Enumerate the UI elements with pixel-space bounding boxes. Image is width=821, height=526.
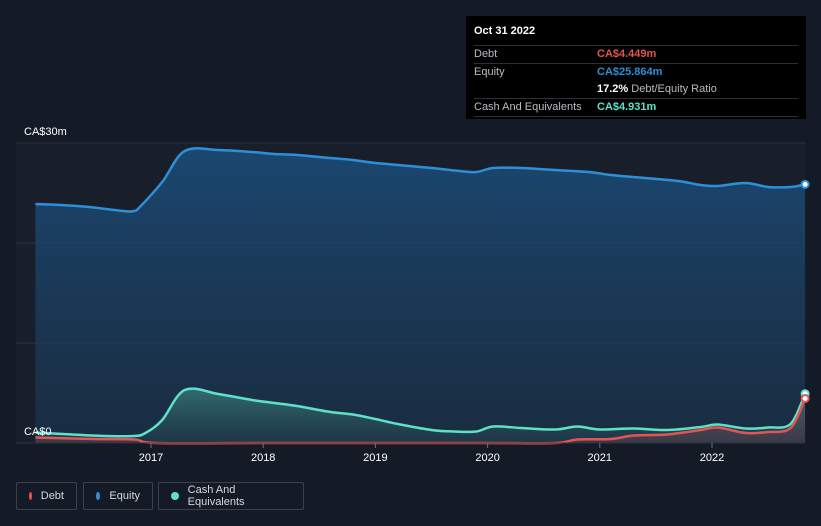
- x-tick-label: 2022: [700, 452, 724, 464]
- legend-equity-label: Equity: [109, 490, 140, 502]
- x-tick-label: 2021: [588, 452, 612, 464]
- tooltip-ratio-label: Debt/Equity Ratio: [631, 83, 717, 95]
- tooltip-ratio: 17.2% Debt/Equity Ratio: [597, 81, 717, 98]
- legend-item-equity[interactable]: Equity: [83, 482, 153, 510]
- cash-dot-icon: [171, 492, 179, 500]
- debt-dot-icon: [29, 492, 32, 500]
- x-axis: 2017 2018 2019 2020 2021 2022: [16, 442, 805, 464]
- tooltip-ratio-value: 17.2%: [597, 83, 629, 95]
- end-markers: [800, 179, 810, 404]
- cash-and-equivalents-line: [35, 387, 807, 438]
- equity-end-marker: [800, 179, 810, 189]
- tooltip-equity-value: CA$25.864m: [597, 66, 663, 78]
- tooltip-date: Oct 31 2022: [474, 24, 798, 46]
- tooltip-row-cash: Cash And Equivalents CA$4.931m: [474, 99, 798, 117]
- tooltip-equity-label: Equity: [474, 66, 505, 78]
- equity-area: [35, 148, 806, 443]
- legend-debt-label: Debt: [40, 490, 64, 502]
- equity-line: [35, 147, 806, 213]
- tooltip-debt-label: Debt: [474, 48, 498, 60]
- x-tick-label: 2018: [251, 452, 275, 464]
- tooltip-debt-value: CA$4.449m: [597, 48, 657, 60]
- tooltip-row-ratio: 17.2% Debt/Equity Ratio: [474, 81, 798, 99]
- tooltip-row-equity: Equity CA$25.864m: [474, 64, 798, 81]
- y-axis-bottom-label: CA$0: [24, 426, 52, 438]
- x-tick-label: 2020: [475, 452, 499, 464]
- equity-dot-icon: [96, 492, 101, 500]
- legend-item-cash[interactable]: Cash And Equivalents: [158, 482, 304, 510]
- x-tick-label: 2017: [139, 452, 163, 464]
- legend-cash-label: Cash And Equivalents: [187, 484, 245, 508]
- tooltip-cash-label: Cash And Equivalents: [474, 101, 582, 113]
- legend-item-debt[interactable]: Debt: [16, 482, 77, 510]
- tooltip-cash-value: CA$4.931m: [597, 101, 657, 113]
- y-axis-top-label: CA$30m: [24, 126, 67, 138]
- tooltip-panel: Oct 31 2022 Debt CA$4.449m Equity CA$25.…: [466, 16, 806, 119]
- x-tick-label: 2019: [363, 452, 387, 464]
- debt-area: [35, 398, 806, 444]
- tooltip-row-debt: Debt CA$4.449m: [474, 46, 798, 64]
- debt-end-marker: [800, 394, 810, 404]
